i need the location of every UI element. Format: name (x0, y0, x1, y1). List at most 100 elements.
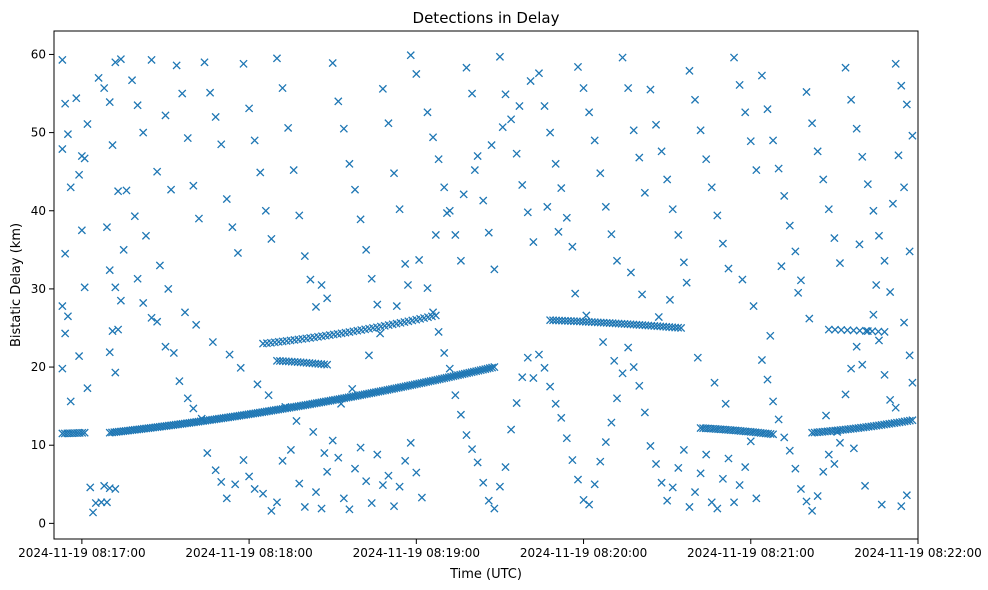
data-point (119, 245, 128, 254)
data-point (841, 390, 850, 399)
data-point (830, 459, 839, 469)
data-point (378, 481, 387, 490)
data-point (272, 54, 282, 63)
data-point (389, 169, 399, 178)
data-point (791, 464, 800, 473)
track-point (490, 363, 499, 372)
data-point (568, 242, 577, 251)
data-point (356, 215, 365, 224)
data-point (757, 355, 766, 365)
data-point (350, 464, 360, 473)
data-point (590, 480, 599, 489)
x-axis: 2024-11-19 08:17:00 2024-11-19 08:18:00 20… (18, 539, 982, 560)
data-point (529, 237, 538, 247)
data-point (665, 295, 675, 304)
data-point (596, 457, 605, 466)
data-point (225, 350, 234, 359)
data-point (61, 329, 70, 338)
data-point (58, 364, 67, 373)
data-point (518, 373, 527, 382)
data-point (406, 438, 415, 447)
data-point (796, 484, 806, 494)
data-point (741, 463, 750, 472)
data-point (526, 76, 535, 86)
data-point (546, 382, 555, 391)
data-point (392, 302, 401, 311)
data-point (835, 259, 845, 268)
data-point (166, 185, 176, 194)
data-point (501, 463, 510, 472)
data-point (543, 202, 552, 211)
data-point (440, 348, 449, 358)
data-point (487, 141, 496, 150)
data-point (888, 199, 897, 208)
track-point (769, 430, 778, 439)
track-point (674, 323, 683, 332)
data-point (139, 298, 148, 308)
data-point (80, 154, 89, 163)
data-point (891, 59, 900, 68)
data-point (819, 175, 828, 184)
data-point (267, 234, 276, 243)
data-point (495, 52, 504, 61)
data-point (373, 450, 382, 459)
data-point (153, 167, 162, 176)
x-tick-label: 2024-11-19 08:17:00 (18, 546, 145, 560)
data-point (63, 312, 72, 321)
data-point (679, 258, 688, 267)
data-point (180, 308, 190, 317)
data-point (102, 223, 112, 232)
x-tick-label: 2024-11-19 08:22:00 (854, 546, 981, 560)
data-point (663, 496, 672, 505)
data-point (295, 211, 304, 220)
data-point (785, 446, 794, 455)
data-point (749, 302, 758, 311)
data-point (484, 496, 493, 505)
data-point (693, 353, 702, 362)
data-point (696, 126, 705, 135)
data-point (741, 108, 750, 117)
data-point (192, 320, 201, 329)
data-point (657, 478, 666, 487)
data-point (111, 368, 120, 377)
data-point (328, 58, 337, 68)
data-point (849, 444, 858, 453)
data-point (317, 504, 326, 513)
data-point (105, 98, 114, 107)
data-point (373, 300, 382, 309)
data-point (495, 482, 504, 491)
data-point (601, 438, 610, 447)
data-point (638, 290, 647, 299)
track-point (766, 429, 775, 439)
data-point (300, 252, 309, 261)
data-point (58, 144, 67, 154)
data-point (629, 126, 638, 135)
data-point (114, 325, 123, 334)
track-point (880, 327, 889, 336)
data-point (835, 438, 845, 447)
plot-frame (53, 30, 919, 540)
data-point (133, 274, 142, 283)
data-point (557, 413, 566, 422)
data-point (468, 89, 477, 98)
data-point (133, 101, 142, 110)
data-point (863, 180, 872, 189)
data-point (777, 262, 786, 271)
data-point (348, 384, 357, 394)
data-point (852, 342, 861, 351)
data-point (203, 448, 212, 458)
track-point (431, 311, 440, 320)
data-point (769, 397, 778, 406)
data-point (289, 166, 298, 175)
data-point (147, 55, 156, 64)
data-point (908, 131, 917, 140)
data-point (557, 184, 566, 193)
data-point (239, 59, 248, 68)
track-point (677, 323, 686, 333)
data-point (401, 456, 410, 465)
data-point (345, 505, 354, 514)
data-point (462, 63, 471, 72)
data-point (690, 488, 700, 497)
data-point (122, 186, 131, 195)
track-point (320, 360, 329, 369)
